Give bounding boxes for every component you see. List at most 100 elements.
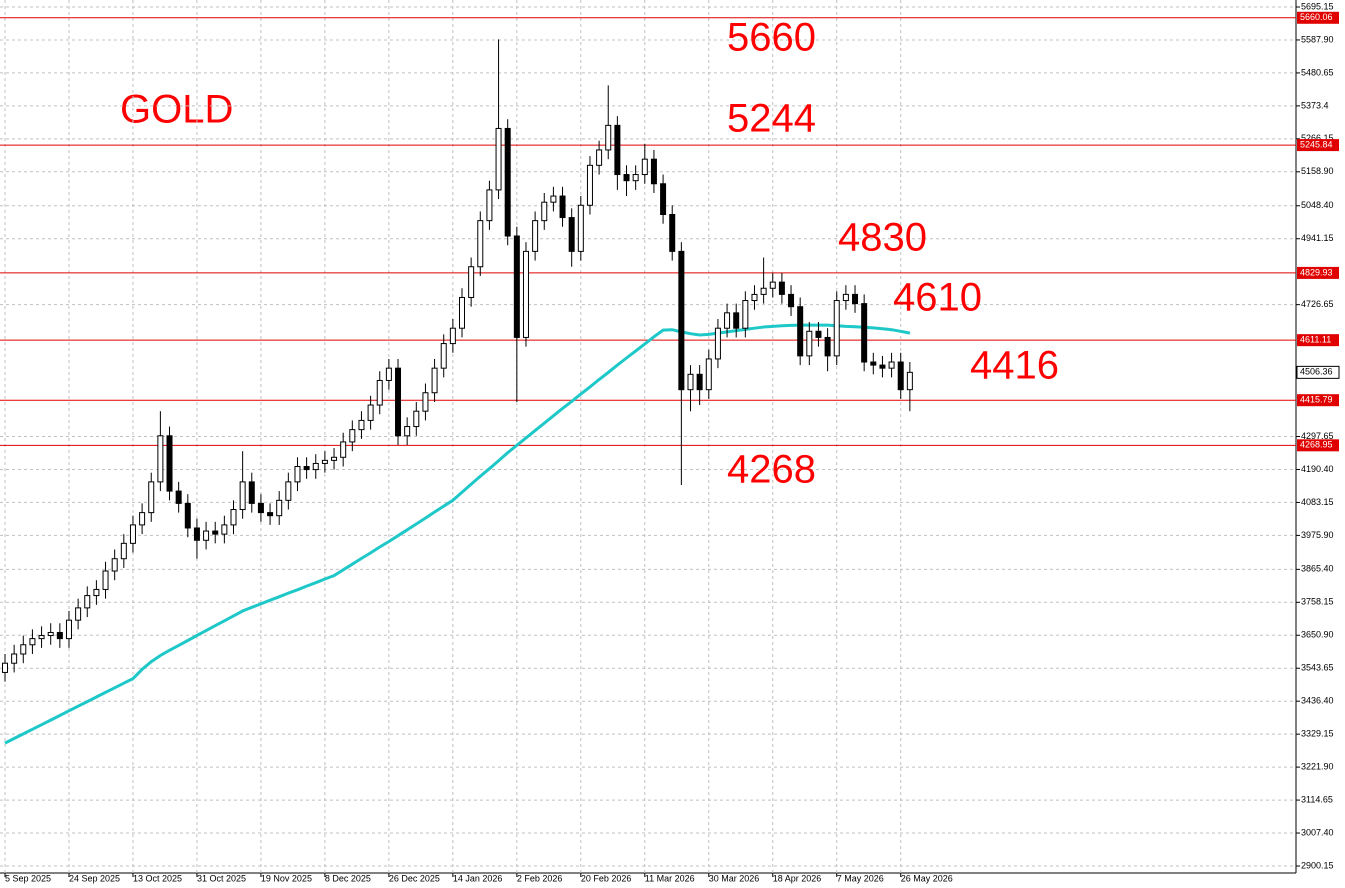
candle-body <box>193 527 200 541</box>
level-tag-label: 4415.79 <box>1300 395 1333 405</box>
candle-body <box>769 281 776 289</box>
y-tick-label: 4297.65 <box>1301 431 1334 441</box>
level-annotation: 4830 <box>838 216 927 260</box>
y-tick-label: 3865.40 <box>1301 564 1334 574</box>
candle-body <box>459 296 465 329</box>
candle-body <box>367 404 374 421</box>
candle-body <box>248 481 255 504</box>
moving-average <box>4 323 911 745</box>
candle-body <box>11 653 18 664</box>
candle-body <box>660 183 667 215</box>
candle-body <box>239 481 246 511</box>
candle-body <box>687 373 694 391</box>
candle-body <box>139 512 146 526</box>
candle-body <box>696 373 703 391</box>
candle-body <box>276 499 283 517</box>
candle-body <box>861 303 868 363</box>
level-annotation: 5660 <box>727 16 816 60</box>
y-tick-label: 3758.15 <box>1301 597 1334 607</box>
candle-body <box>257 502 264 514</box>
candle-body <box>56 631 63 640</box>
level-tag-label: 5660.06 <box>1300 12 1333 22</box>
level-tag <box>1297 334 1339 347</box>
candle-body <box>650 158 657 185</box>
level-tag-label: 4268.95 <box>1300 440 1333 450</box>
y-tick-label: 3329.15 <box>1301 729 1334 739</box>
y-tick-label: 3436.40 <box>1301 696 1334 706</box>
candle-body <box>897 361 904 391</box>
candle-body <box>760 287 767 295</box>
level-tag <box>1297 439 1339 452</box>
level-tag <box>1297 394 1339 407</box>
candle-body <box>184 502 191 529</box>
candle-body <box>20 644 27 655</box>
y-tick-label: 5048.40 <box>1301 200 1334 210</box>
candle-body <box>833 300 840 357</box>
candle-body <box>358 419 365 431</box>
candle-body <box>312 462 319 471</box>
level-tag-label: 4829.93 <box>1300 267 1333 277</box>
candle-body <box>404 426 411 437</box>
x-tick-label: 26 May 2026 <box>901 873 953 883</box>
candle-body <box>724 312 731 329</box>
candle-body <box>842 293 849 302</box>
y-tick-label: 5480.65 <box>1301 67 1334 77</box>
current-price-label: 4506.36 <box>1300 367 1333 377</box>
candle-body <box>2 662 8 673</box>
candle-body <box>431 367 438 394</box>
candle-body <box>742 300 749 329</box>
candle-body <box>678 250 685 391</box>
level-annotation: 4268 <box>727 448 816 492</box>
candle-body <box>586 164 593 206</box>
candle-body <box>559 195 566 219</box>
y-tick-label: 3543.65 <box>1301 663 1334 673</box>
candle-body <box>532 220 539 252</box>
candle-body <box>522 250 529 338</box>
candle-body <box>157 435 164 483</box>
candle-body <box>632 174 639 182</box>
y-tick-label: 5158.90 <box>1301 166 1334 176</box>
candle-body <box>422 392 429 412</box>
level-annotation: 4610 <box>893 276 982 320</box>
y-tick-label: 5695.15 <box>1301 1 1334 11</box>
x-tick-label: 20 Feb 2026 <box>581 873 632 883</box>
level-tag <box>1297 11 1339 24</box>
candle-body <box>294 466 301 483</box>
candle-body <box>568 217 575 252</box>
x-tick-label: 13 Oct 2025 <box>133 873 182 883</box>
x-tick-label: 31 Oct 2025 <box>197 873 246 883</box>
y-tick-label: 5587.90 <box>1301 34 1334 44</box>
x-tick-label: 18 Apr 2026 <box>773 873 822 883</box>
x-tick-label: 2 Feb 2026 <box>517 873 563 883</box>
candle-body <box>870 361 877 366</box>
candle-body <box>879 364 886 369</box>
candle-body <box>93 588 100 597</box>
y-tick-label: 5266.15 <box>1301 133 1334 143</box>
y-tick-label: 3650.90 <box>1301 630 1334 640</box>
y-tick-label: 4941.15 <box>1301 233 1334 243</box>
candle-body <box>212 530 219 535</box>
candle-body <box>623 174 630 182</box>
candle-body <box>495 127 502 191</box>
level-tag-label: 5245.84 <box>1300 139 1333 149</box>
chart-title: GOLD <box>120 88 233 132</box>
candle-body <box>797 306 804 357</box>
y-tick-label: 4083.15 <box>1301 497 1334 507</box>
x-tick-label: 11 Mar 2026 <box>645 873 695 883</box>
x-tick-label: 7 May 2026 <box>837 873 884 883</box>
y-tick-label: 4726.65 <box>1301 299 1334 309</box>
candle-body <box>778 281 785 295</box>
candle-body <box>751 293 758 302</box>
candle-body <box>550 195 557 203</box>
candle-body <box>285 481 292 501</box>
candle-body <box>102 570 109 590</box>
candle-body <box>385 367 392 381</box>
x-tick-label: 14 Jan 2026 <box>453 873 503 883</box>
x-tick-label: 26 Dec 2025 <box>389 873 440 883</box>
candle-body <box>605 124 612 151</box>
candle-body <box>614 124 621 176</box>
level-annotation: 5244 <box>727 97 816 141</box>
candle-body <box>166 435 173 492</box>
